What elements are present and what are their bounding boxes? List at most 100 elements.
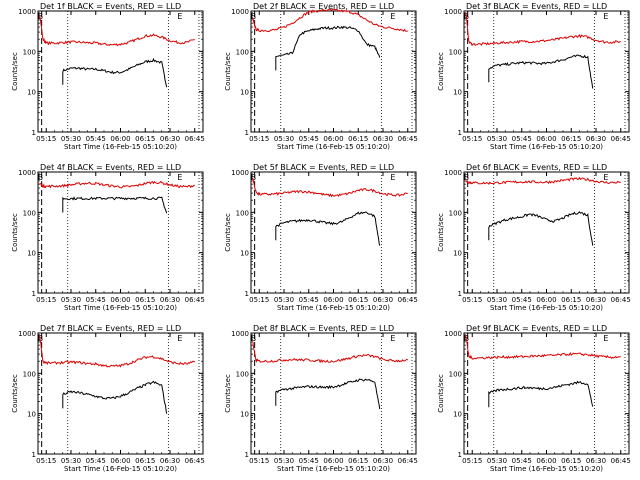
x-tick-label: 05:15 xyxy=(462,457,482,465)
y-tick-label: 1000 xyxy=(18,8,36,16)
chart-title: Det 7f BLACK = Events, RED = LLD xyxy=(40,324,181,333)
y-tick-label: 100 xyxy=(449,370,462,378)
x-tick-label: 05:45 xyxy=(512,457,532,465)
marker-E-label: E xyxy=(177,173,182,182)
y-tick-label: 1000 xyxy=(231,330,249,338)
x-tick-label: 06:30 xyxy=(586,457,606,465)
y-tick-label: 100 xyxy=(236,48,249,56)
series-line-lld xyxy=(465,12,621,46)
chart-panel-6: Det 6f BLACK = Events, RED = LLD 1 10 100 10… xyxy=(437,163,631,312)
x-tick-label: 05:45 xyxy=(86,296,106,304)
x-axis-label: Start Time (16-Feb-15 05:10:20) xyxy=(277,304,390,312)
x-axis-label: Start Time (16-Feb-15 05:10:20) xyxy=(490,465,603,473)
y-tick-label: 1000 xyxy=(18,169,36,177)
chart-panel-8: Det 8f BLACK = Events, RED = LLD 1 10 100 10… xyxy=(224,324,418,473)
x-tick-label: 06:45 xyxy=(611,296,631,304)
y-tick-label: 1000 xyxy=(444,330,462,338)
x-tick-label: 06:45 xyxy=(611,135,631,143)
series-line-lld xyxy=(39,334,196,368)
series-line-lld xyxy=(252,341,409,364)
y-tick-label: 1000 xyxy=(231,169,249,177)
chart-panel-2: Det 2f BLACK = Events, RED = LLD 1 10 100 10… xyxy=(224,2,418,151)
x-tick-label: 06:15 xyxy=(348,296,368,304)
y-tick-label: 10 xyxy=(240,89,249,97)
marker-E-label: E xyxy=(390,173,395,182)
x-tick-label: 06:15 xyxy=(348,457,368,465)
plot-frame xyxy=(37,332,204,455)
y-tick-label: 1 xyxy=(245,451,249,459)
x-tick-label: 06:00 xyxy=(323,135,343,143)
y-tick-label: 1 xyxy=(32,290,36,298)
x-tick-label: 06:00 xyxy=(110,457,130,465)
marker-E-label: E xyxy=(390,334,395,343)
y-tick-label: 1 xyxy=(245,129,249,137)
y-tick-label: 10 xyxy=(240,411,249,419)
series-line-events xyxy=(488,380,594,408)
x-tick-label: 06:45 xyxy=(611,457,631,465)
x-tick-label: 06:45 xyxy=(185,457,205,465)
x-tick-label: 05:15 xyxy=(36,296,56,304)
x-tick-label: 06:45 xyxy=(398,457,418,465)
y-axis-label: Counts/sec xyxy=(224,374,232,413)
marker-E-label: E xyxy=(390,12,395,21)
marker-B-label: B xyxy=(38,173,44,182)
x-tick-label: 06:30 xyxy=(373,135,393,143)
x-tick-label: 06:30 xyxy=(160,135,180,143)
series-line-lld xyxy=(39,14,195,47)
y-tick-label: 100 xyxy=(236,370,249,378)
series-line-events xyxy=(62,196,168,214)
x-tick-label: 05:30 xyxy=(274,457,294,465)
chart-title: Det 6f BLACK = Events, RED = LLD xyxy=(466,163,607,172)
chart-panel-5: Det 5f BLACK = Events, RED = LLD 1 10 100 10… xyxy=(224,163,418,312)
x-tick-label: 06:15 xyxy=(348,135,368,143)
y-tick-label: 1 xyxy=(245,290,249,298)
chart-panel-1: Det 1f BLACK = Events, RED = LLD 1 10 100 10… xyxy=(11,2,205,151)
x-tick-label: 06:45 xyxy=(185,296,205,304)
x-tick-label: 05:15 xyxy=(249,457,269,465)
y-axis-label: Counts/sec xyxy=(11,374,19,413)
x-tick-label: 05:30 xyxy=(61,135,81,143)
y-tick-label: 100 xyxy=(23,209,36,217)
series-line-events xyxy=(275,25,381,71)
y-tick-label: 1 xyxy=(32,451,36,459)
plot-frame xyxy=(37,171,204,294)
y-tick-label: 100 xyxy=(449,48,462,56)
y-tick-label: 1000 xyxy=(444,169,462,177)
marker-B-label: B xyxy=(251,12,257,21)
series-line-events xyxy=(275,378,381,410)
y-axis-label: Counts/sec xyxy=(11,213,19,252)
y-tick-label: 10 xyxy=(240,250,249,258)
series-line-lld xyxy=(252,8,408,33)
x-tick-label: 06:00 xyxy=(536,296,556,304)
x-tick-label: 05:45 xyxy=(86,457,106,465)
y-tick-label: 1 xyxy=(458,451,462,459)
x-tick-label: 06:15 xyxy=(135,296,155,304)
x-tick-label: 06:00 xyxy=(323,457,343,465)
x-tick-label: 05:15 xyxy=(36,457,56,465)
y-axis-label: Counts/sec xyxy=(437,213,445,252)
marker-E-label: E xyxy=(177,12,182,21)
x-tick-label: 06:30 xyxy=(373,457,393,465)
y-tick-label: 10 xyxy=(27,411,36,419)
x-tick-label: 05:45 xyxy=(299,296,319,304)
chart-title: Det 4f BLACK = Events, RED = LLD xyxy=(40,163,181,172)
y-tick-label: 1 xyxy=(32,129,36,137)
x-tick-label: 05:45 xyxy=(299,457,319,465)
x-axis-label: Start Time (16-Feb-15 05:10:20) xyxy=(64,143,177,151)
chart-panel-7: Det 7f BLACK = Events, RED = LLD 1 10 100 10… xyxy=(11,324,205,473)
series-line-lld xyxy=(465,334,621,360)
x-tick-label: 06:15 xyxy=(561,457,581,465)
y-axis-label: Counts/sec xyxy=(11,52,19,91)
y-tick-label: 100 xyxy=(23,370,36,378)
x-tick-label: 05:45 xyxy=(512,296,532,304)
marker-E-label: E xyxy=(177,334,182,343)
x-tick-label: 06:45 xyxy=(398,135,418,143)
y-tick-label: 100 xyxy=(236,209,249,217)
series-line-events xyxy=(488,211,594,246)
x-tick-label: 06:00 xyxy=(110,135,130,143)
marker-E-label: E xyxy=(603,334,608,343)
x-tick-label: 06:30 xyxy=(160,296,180,304)
chart-title: Det 1f BLACK = Events, RED = LLD xyxy=(40,2,181,11)
x-axis-label: Start Time (16-Feb-15 05:10:20) xyxy=(64,304,177,312)
